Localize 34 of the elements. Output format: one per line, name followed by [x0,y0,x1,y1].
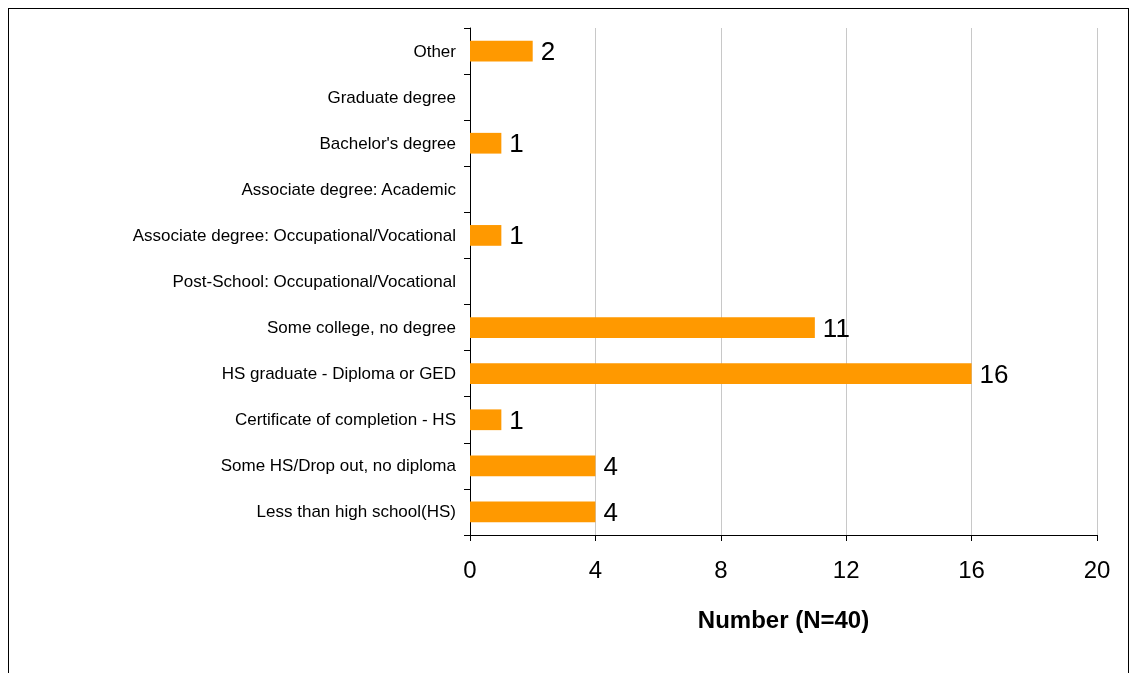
bar [470,225,502,246]
y-tick-label: Some HS/Drop out, no diploma [220,456,457,476]
x-tick-label: 12 [832,555,860,583]
y-tick-label: HS graduate - Diploma or GED [221,364,456,384]
data-label: 2 [540,36,556,67]
x-axis-title: Number (N=40) [697,605,870,633]
bar [470,409,502,431]
y-tick-label: Some college, no degree [266,318,456,338]
bar [470,40,533,62]
y-tick-label: Graduate degree [327,87,456,107]
y-tick-label: Other [413,41,457,61]
data-label: 4 [603,450,618,481]
y-tick-label: Associate degree: Academic [241,179,457,199]
x-tick-label: 20 [1083,555,1111,583]
y-tick-label: Certificate of completion - HS [234,410,456,430]
bar [470,363,972,385]
y-tick-label: Post-School: Occupational/Vocational [172,272,456,291]
data-label: 4 [603,496,618,527]
bar [470,317,815,338]
bar [470,132,502,154]
x-tick-label: 8 [714,555,728,583]
data-label: 16 [979,358,1009,389]
bar [470,501,596,523]
y-tick-label: Less than high school(HS) [256,502,456,522]
data-label: 1 [509,128,524,159]
x-tick-label: 0 [463,555,477,583]
data-label: 1 [509,220,524,251]
bar [470,455,596,477]
data-label: 11 [822,312,850,343]
y-tick-label: Bachelor's degree [319,133,456,153]
x-tick-label: 16 [958,555,985,583]
y-tick-label: Associate degree: Occupational/Vocational [132,225,456,245]
data-label: 1 [509,404,524,435]
x-tick-label: 4 [588,555,603,583]
